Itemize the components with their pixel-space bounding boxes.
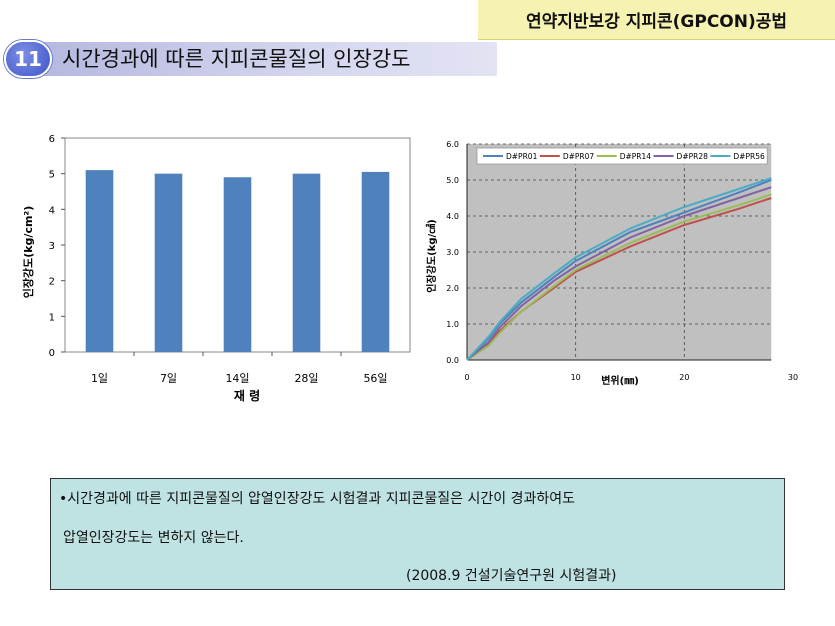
bar-chart-xlabel: 재 령	[234, 389, 260, 403]
series-line	[466, 193, 772, 361]
result-note-box: •시간경과에 따른 지피콘물질의 압열인장강도 시험결과 지피콘물질은 시간이 …	[50, 478, 785, 590]
section-title: 시간경과에 따른 지피콘물질의 인장강도	[62, 47, 411, 71]
y-tick-label: 3	[49, 241, 55, 252]
method-banner: 연약지반보강 지피콘(GPCON)공법	[478, 0, 835, 40]
note-line-2: 압열인장강도는 변하지 않는다.	[63, 530, 244, 546]
bar	[154, 173, 183, 352]
section-number-badge: 11	[4, 40, 52, 78]
x-tick-label: 0	[464, 373, 469, 382]
legend: D#PR01 D#PR07 D#PR14 D#PR28 D#PR56	[476, 147, 768, 165]
method-title: 연약지반보강 지피콘(GPCON)공법	[525, 12, 788, 32]
y-tick-label: 1	[49, 312, 55, 323]
bar-chart-ylabel: 인장강도(kg/cm²)	[21, 206, 35, 299]
bar	[85, 170, 114, 352]
y-tick-label: 5	[49, 170, 55, 181]
line-chart-plot: 0.0 1.0 2.0 3.0 4.0 5.0 6.0 0 10 20 30 D#PR01 D#PR07…	[446, 140, 798, 382]
note-line-1: •시간경과에 따른 지피콘물질의 압열인장강도 시험결과 지피콘물질은 시간이 …	[59, 491, 575, 507]
series-line	[466, 186, 772, 361]
legend-box	[476, 147, 768, 165]
line-chart: 0.0 1.0 2.0 3.0 4.0 5.0 6.0 0 10 20 30 D#PR01 D#PR07…	[425, 140, 798, 387]
legend-label: D#PR01	[506, 152, 538, 161]
x-tick-label: 28일	[294, 371, 318, 385]
x-tick-label: 10	[571, 373, 581, 382]
series-line	[466, 177, 772, 361]
note-source: (2008.9 건설기술연구원 시험결과)	[406, 568, 617, 584]
bar	[361, 171, 390, 352]
y-tick-label: 1.0	[446, 320, 459, 329]
x-tick-label: 30	[788, 373, 798, 382]
x-tick-label: 7일	[160, 371, 177, 385]
line-chart-xlabel: 변위(㎜)	[601, 374, 639, 387]
legend-label: D#PR56	[733, 152, 765, 161]
y-tick-label: 2	[49, 277, 55, 288]
y-tick-label: 4.0	[446, 212, 459, 221]
series-line	[466, 179, 772, 361]
x-tick-label: 14일	[225, 371, 249, 385]
bar	[223, 177, 252, 352]
line-chart-ylabel: 인장강도(kg/㎠)	[425, 219, 438, 292]
y-tick-label: 6.0	[446, 140, 459, 149]
legend-label: D#PR14	[620, 152, 652, 161]
section-title-background	[36, 42, 497, 76]
bar-chart-plot: 0 1 2 3 4 5 6 1일 7일 14일 28일 56일	[49, 134, 411, 385]
y-tick-label: 5.0	[446, 176, 459, 185]
bar-chart: 0 1 2 3 4 5 6 1일 7일 14일 28일 56일 인장강도(kg/cm²) 재 령	[21, 134, 411, 403]
x-tick-label: 1일	[91, 371, 108, 385]
y-tick-label: 0.0	[446, 356, 459, 365]
section-number: 11	[14, 47, 42, 71]
legend-label: D#PR28	[677, 152, 709, 161]
y-tick-label: 4	[49, 205, 55, 216]
bar	[292, 173, 321, 352]
y-tick-label: 2.0	[446, 284, 459, 293]
section-title-bar: 11 시간경과에 따른 지피콘물질의 인장강도	[0, 40, 497, 78]
legend-label: D#PR07	[563, 152, 595, 161]
x-tick-label: 20	[679, 373, 689, 382]
series-line	[466, 197, 772, 361]
y-tick-label: 0	[49, 348, 55, 359]
y-tick-label: 3.0	[446, 248, 459, 257]
y-tick-label: 6	[49, 134, 55, 145]
x-tick-label: 56일	[363, 371, 387, 385]
